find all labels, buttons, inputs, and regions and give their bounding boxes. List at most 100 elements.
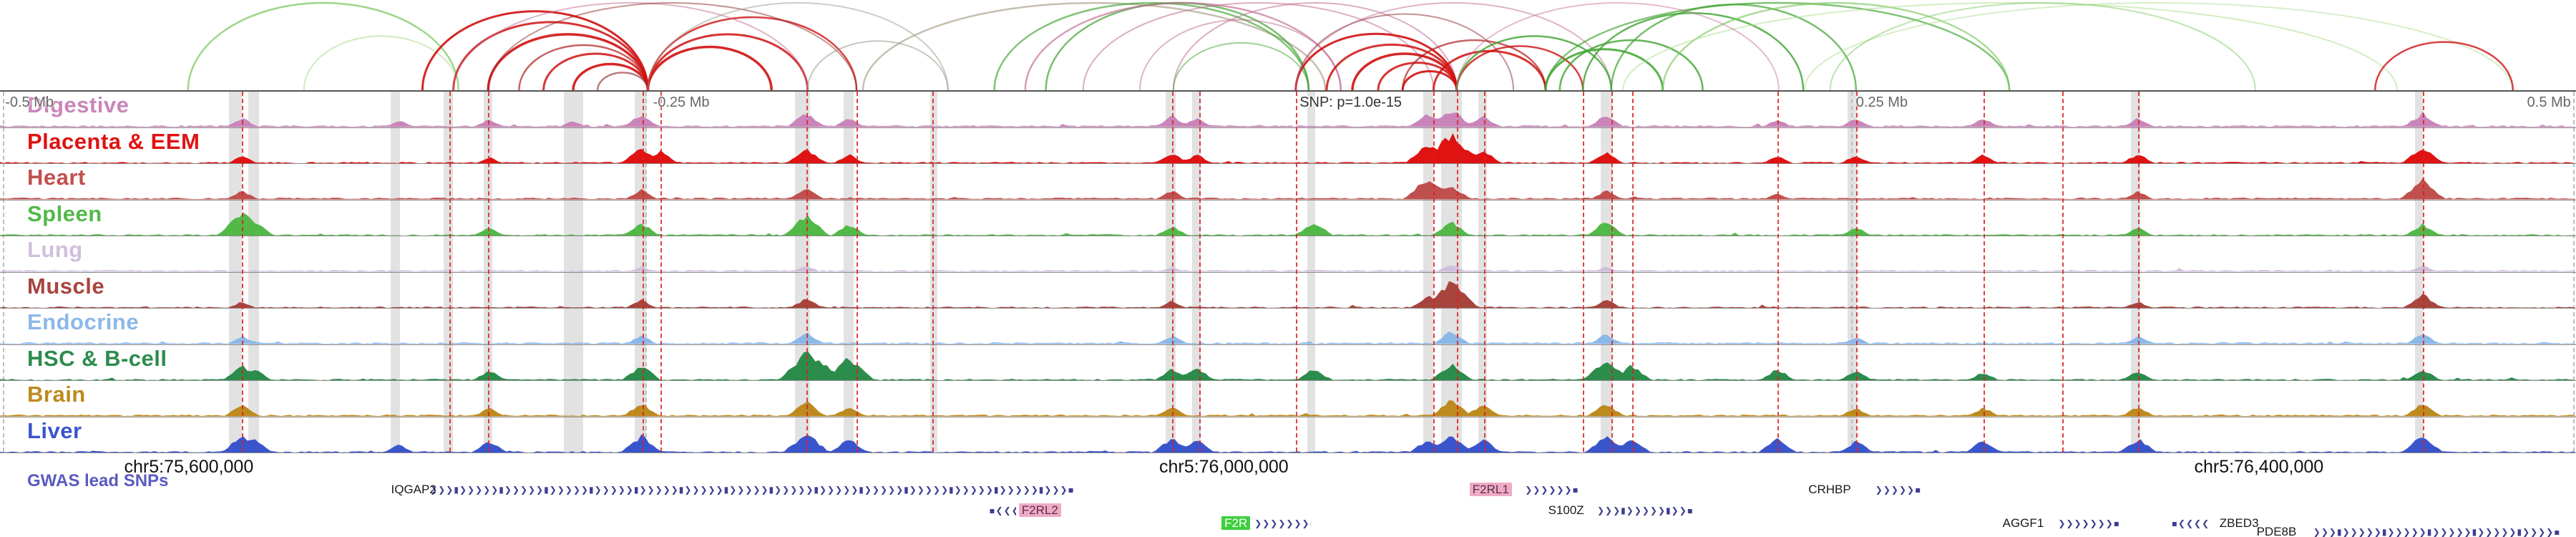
highlight-band — [1191, 92, 1201, 452]
interaction-arc — [1455, 2, 1780, 90]
track-row-hsc-b-cell — [0, 345, 2576, 381]
gene-label-f2r[interactable]: F2R — [1221, 516, 1251, 530]
snp-pvalue-label: SNP: p=1.0e-15 — [1299, 95, 1402, 110]
mb-offset-label: 0.25 Mb — [1855, 95, 1908, 110]
interaction-arc — [1082, 2, 1435, 90]
track-label-liver: Liver — [27, 417, 82, 443]
interaction-arc — [1325, 43, 1458, 90]
lead-snp-line — [1984, 92, 1985, 452]
track-row-heart — [0, 164, 2576, 200]
lead-snp-line — [1855, 92, 1858, 452]
signal-track-area[interactable]: Digestive Placenta & EEM Heart Spleen Lung Mu… — [0, 90, 2576, 453]
lead-snp-line — [1631, 92, 1634, 452]
highlight-band — [1600, 92, 1612, 452]
interaction-arc — [421, 10, 649, 90]
interaction-arc — [1622, 2, 2398, 90]
gene-label-iqgap2[interactable]: IQGAP2 — [391, 483, 436, 496]
interaction-arc — [1455, 35, 1613, 90]
gene-label-f2rl2[interactable]: F2RL2 — [1018, 503, 1061, 517]
interaction-arc — [542, 52, 649, 90]
track-row-lung — [0, 236, 2576, 273]
interaction-arc — [993, 1, 1310, 90]
interaction-arc — [646, 33, 809, 90]
chromatin-interaction-arcs — [187, 1, 2514, 90]
track-label-spleen: Spleen — [27, 200, 102, 226]
lead-snp-line — [643, 92, 645, 452]
gene-body-s100z: ❯❯❯▮❯❯❯❯❯▮❯❯▪ — [1597, 505, 1694, 516]
interaction-arc — [572, 62, 650, 90]
gwas-lead-snps-label: GWAS lead SNPs — [27, 471, 169, 490]
mb-offset-label: -0.25 Mb — [653, 95, 710, 110]
interaction-arc — [452, 21, 649, 90]
track-row-muscle — [0, 273, 2576, 309]
track-label-placenta-eem: Placenta & EEM — [27, 128, 200, 154]
gene-label-aggf1[interactable]: AGGF1 — [2002, 516, 2044, 530]
lead-snp-line — [857, 92, 858, 452]
interaction-arc — [1377, 62, 1458, 90]
track-label-brain: Brain — [27, 382, 86, 407]
lead-snp-line — [932, 92, 935, 452]
interaction-arc — [647, 2, 949, 90]
gene-body-f2rl1: ❯❯❯❯❯❯▪ — [1525, 485, 1579, 495]
axis-gridline — [2, 92, 4, 452]
interaction-arc — [2373, 41, 2514, 90]
lead-snp-line — [1199, 92, 1201, 452]
track-row-brain — [0, 381, 2576, 417]
interaction-arc — [1544, 1, 2011, 90]
interaction-arc — [646, 45, 773, 90]
interaction-arc — [1544, 48, 1664, 90]
interaction-arc — [1172, 2, 1458, 90]
signal-area — [0, 111, 2576, 127]
gene-body-aggf1: ❯❯❯❯❯❯❯▪ — [2058, 518, 2120, 528]
highlight-band — [1423, 92, 1434, 452]
signal-area — [0, 351, 2576, 380]
interaction-arc — [303, 35, 459, 90]
interaction-arc — [806, 40, 949, 90]
interaction-arc — [1455, 45, 1584, 90]
interaction-arc — [1401, 70, 1458, 90]
track-label-digestive: Digestive — [27, 92, 130, 117]
gene-label-pde8b[interactable]: PDE8B — [2256, 525, 2297, 537]
signal-area — [0, 178, 2576, 200]
interaction-arc — [187, 1, 460, 90]
signal-area — [0, 433, 2576, 453]
gene-label-crhbp[interactable]: CRHBP — [1808, 483, 1851, 496]
interaction-arc — [1558, 39, 1704, 90]
track-label-heart: Heart — [27, 165, 86, 190]
lead-snp-line — [660, 92, 663, 452]
interaction-arc — [1139, 19, 1342, 90]
lead-snp-line — [1611, 92, 1613, 452]
interaction-arc — [1172, 42, 1309, 90]
lead-snp-line — [1483, 92, 1485, 452]
track-label-muscle: Muscle — [27, 273, 105, 299]
lead-snp-line — [242, 92, 244, 452]
lead-snp-line — [1456, 92, 1458, 452]
lead-snp-line — [449, 92, 452, 452]
highlight-band — [248, 92, 259, 452]
interaction-arc — [1581, 12, 1805, 90]
lead-snp-line — [488, 92, 490, 452]
track-row-digestive — [0, 92, 2576, 128]
coordinate-label: chr5:76,400,000 — [2194, 457, 2324, 477]
gene-label-zbed3[interactable]: ZBED3 — [2219, 516, 2259, 530]
track-label-endocrine: Endocrine — [27, 309, 140, 334]
gene-label-s100z[interactable]: S100Z — [1548, 503, 1584, 517]
signal-area — [0, 212, 2576, 236]
axis-gridline — [2573, 92, 2575, 452]
interaction-arc — [487, 2, 857, 90]
lead-snp-line — [2422, 92, 2424, 452]
signal-area — [0, 265, 2576, 272]
mb-offset-label: 0.5 Mb — [2527, 95, 2571, 110]
lead-snp-line — [1433, 92, 1435, 452]
signal-area — [0, 281, 2576, 308]
lead-snp-line — [1777, 92, 1779, 452]
lead-snp-line — [2138, 92, 2140, 452]
track-rows — [0, 92, 2576, 453]
lead-snp-line — [2062, 92, 2064, 452]
gene-body-f2rl2: ▪❮❮❮ — [989, 505, 1016, 516]
mb-offset-label: -0.5 Mb — [5, 95, 54, 110]
interaction-arc — [518, 44, 649, 90]
gene-body-pde8b: ❯❯❯▮❯❯❯❯❯▮❯❯❯❯❯▮❯❯❯❯❯▮❯❯❯❯❯▮❯❯❯❯▪ — [2313, 527, 2561, 537]
gene-label-f2rl1[interactable]: F2RL1 — [1469, 483, 1512, 496]
